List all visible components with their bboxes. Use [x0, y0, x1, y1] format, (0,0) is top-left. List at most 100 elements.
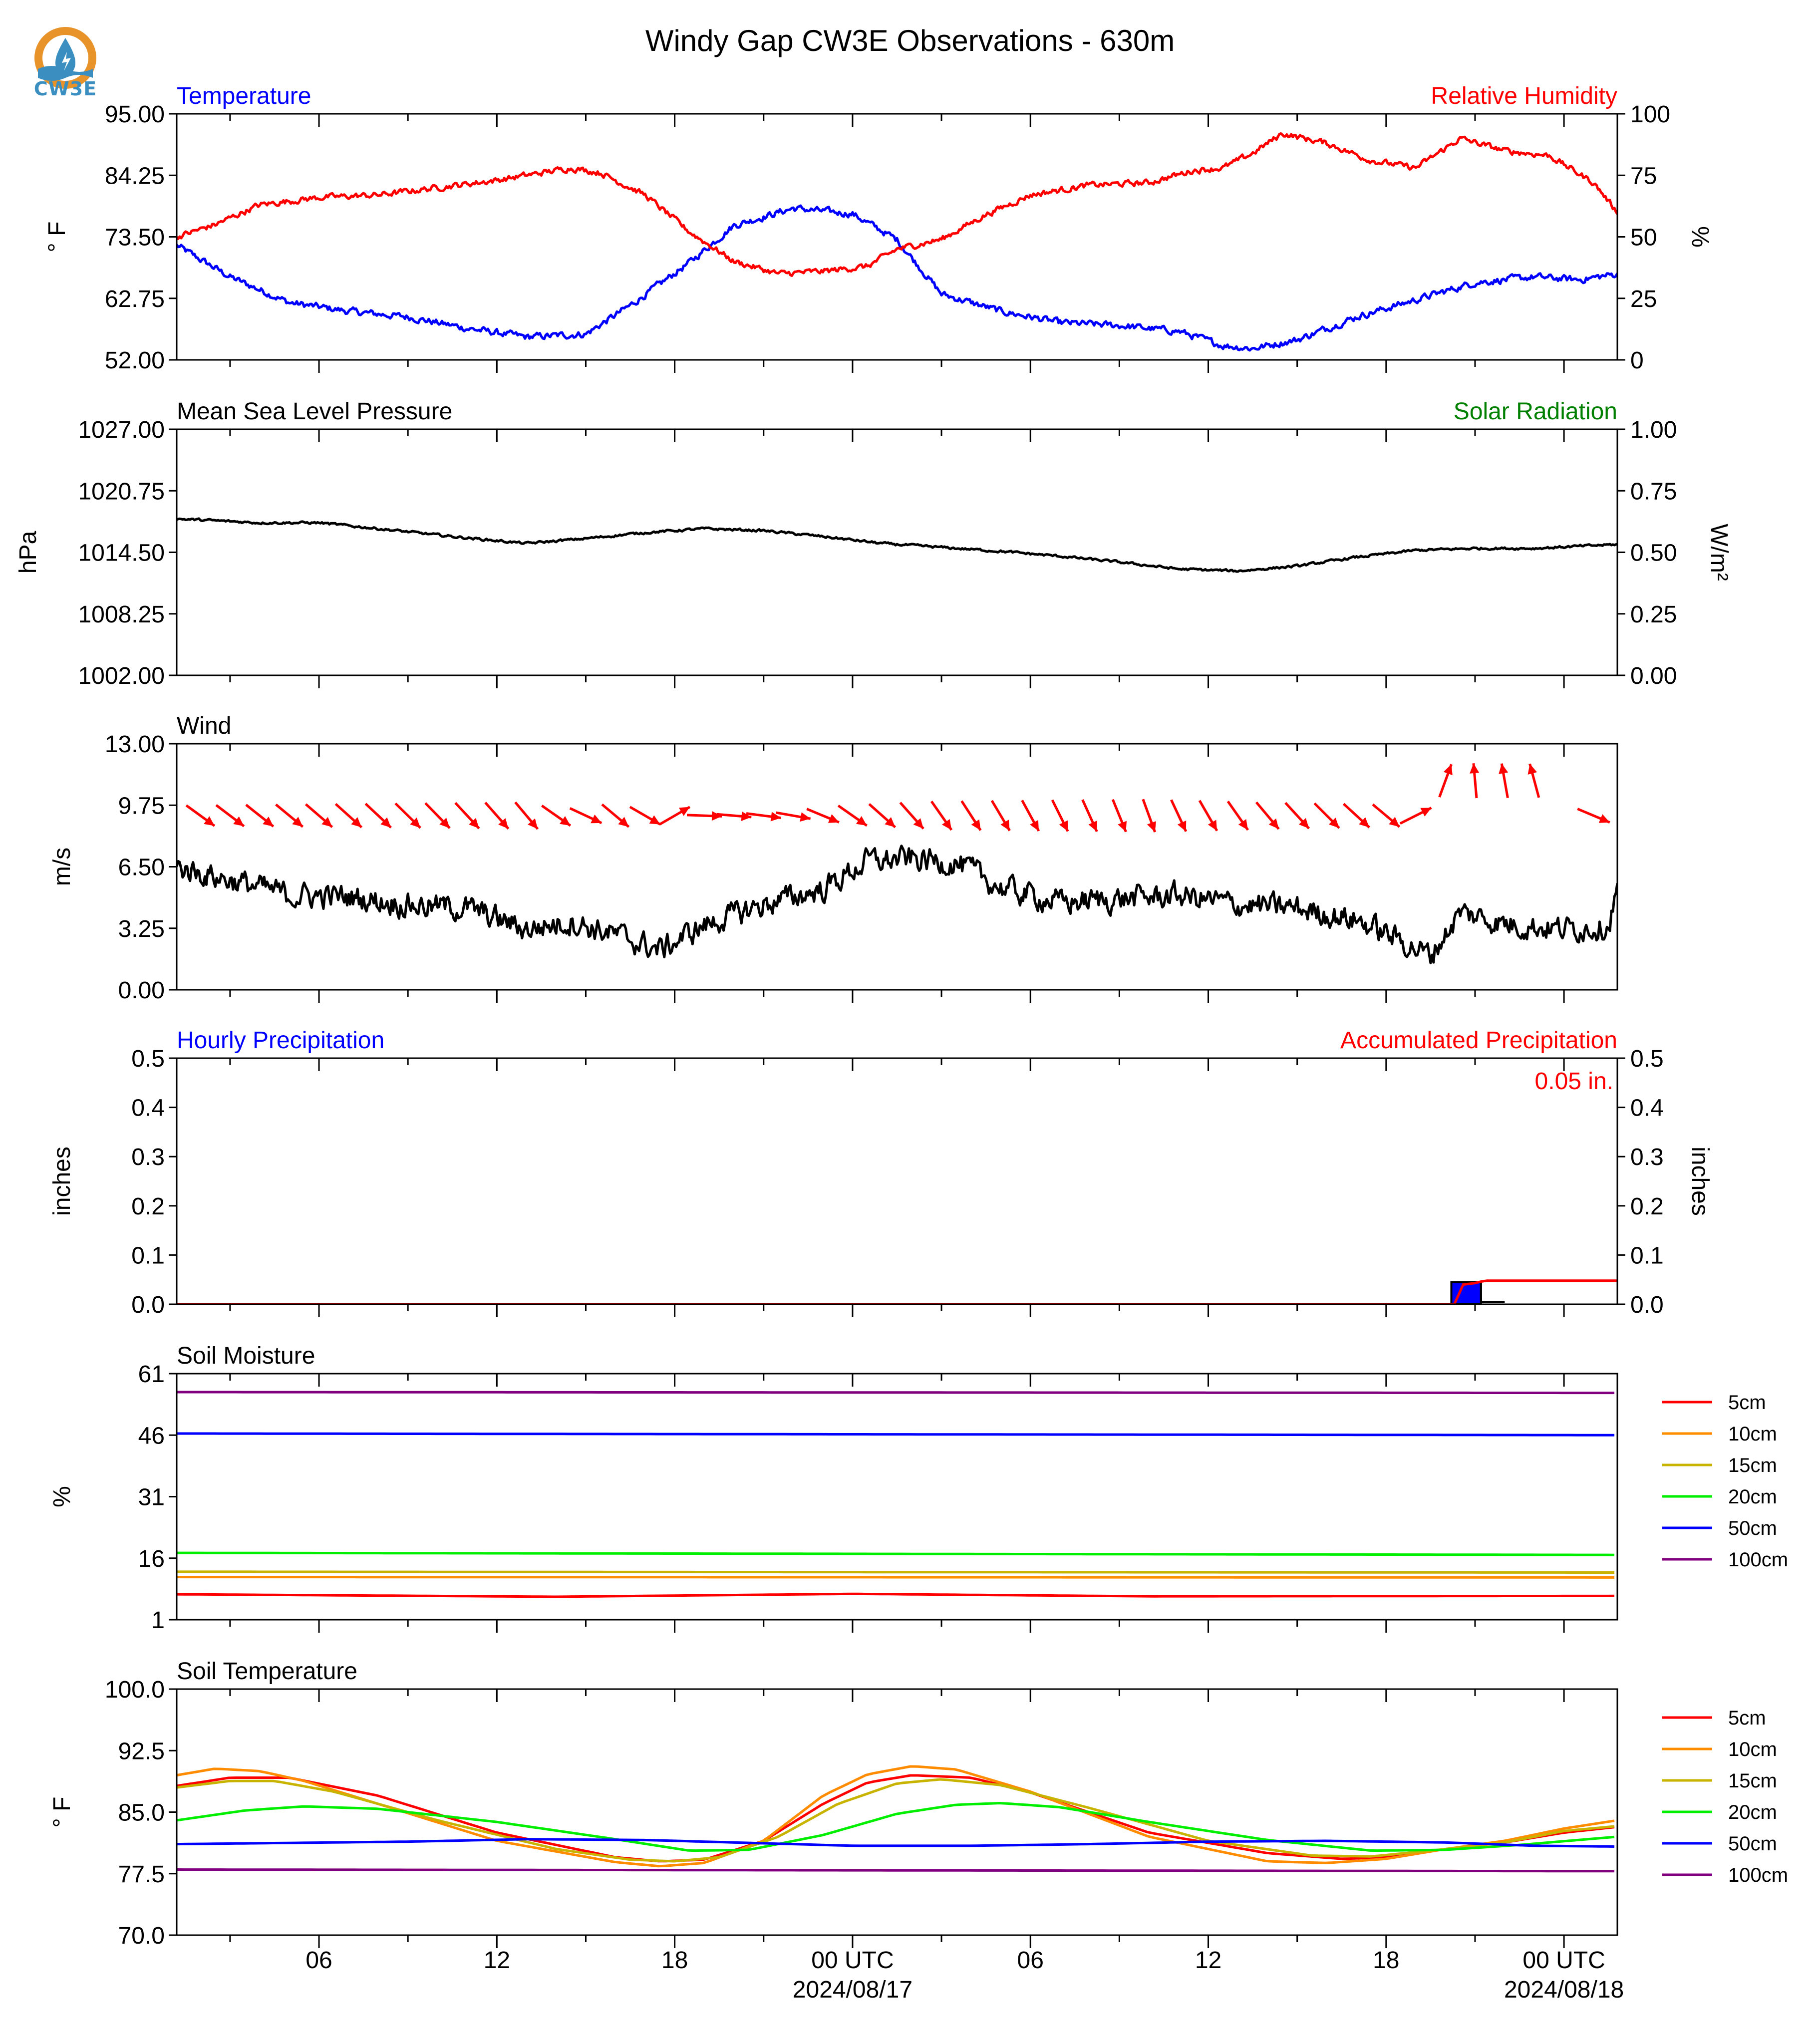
wind-arrow [1111, 799, 1127, 833]
wind-arrow-head [649, 815, 660, 825]
plot-frame [176, 743, 1618, 991]
y-tick-label-right: 50 [1630, 225, 1657, 251]
y-tick-label: 1014.50 [78, 540, 165, 567]
y-tick-label-right: 25 [1630, 286, 1657, 312]
wind-arrow [1499, 763, 1509, 799]
y-tick-label: 1027.00 [78, 417, 165, 443]
wind-arrow-head [828, 814, 839, 823]
y-axis-label-right: W/m² [1706, 524, 1732, 581]
y-tick-label-right: 0.75 [1630, 478, 1677, 505]
y-tick-label-right: 0.4 [1630, 1095, 1664, 1122]
x-tick-label: 12 [484, 1947, 510, 1974]
wind-arrow-head [560, 816, 571, 826]
wind-arrow [1342, 803, 1370, 829]
y-tick-label-right: 1.00 [1630, 417, 1677, 443]
x-date-label: 2024/08/18 [1504, 1977, 1624, 2003]
legend-label: 5cm [1728, 1707, 1766, 1729]
wind-arrow [1170, 799, 1188, 832]
y-tick-label: 1002.00 [78, 663, 165, 689]
wind-arrow-head [591, 814, 602, 824]
y-tick-label: 77.5 [118, 1861, 165, 1888]
legend-label: 5cm [1728, 1392, 1766, 1414]
x-tick-label: 00 UTC [1522, 1947, 1605, 1974]
wind-arrow [899, 802, 924, 830]
wind-arrow [1527, 763, 1540, 798]
plot-area [177, 1765, 1615, 1873]
wind-arrow [659, 806, 691, 826]
y-tick-label: 13.00 [105, 731, 165, 758]
wind-arrow [454, 802, 480, 830]
y-tick-label: 62.75 [105, 286, 165, 312]
wind-arrow [601, 803, 630, 828]
wind-arrow [1081, 799, 1098, 833]
y-tick-label-right: 0.2 [1630, 1193, 1664, 1220]
wind-arrow [541, 804, 572, 827]
wind-arrow [1313, 802, 1340, 829]
y-tick-label: 0.1 [131, 1242, 165, 1269]
wind-arrow-head [263, 817, 274, 827]
wind-arrow-head [1088, 821, 1097, 832]
panel-title-right: Solar Radiation [1454, 398, 1617, 425]
panel-title-left: Mean Sea Level Pressure [177, 398, 452, 425]
series-line-relative-humidity [177, 132, 1617, 277]
wind-arrow-head [1238, 819, 1248, 830]
legend-label: 20cm [1728, 1801, 1777, 1823]
y-axis-label-right: % [1687, 226, 1713, 248]
y-tick-label: 3.25 [118, 916, 165, 942]
wind-arrow-head [410, 817, 421, 828]
wind-arrow-head [1389, 817, 1400, 827]
series-line-mean-sea-level-pressure [177, 517, 1617, 573]
series-line-15cm [177, 1778, 1615, 1863]
series-line-temperature [177, 204, 1617, 352]
y-tick-label: 61 [138, 1361, 165, 1388]
series-line-5cm [177, 1774, 1615, 1863]
accumulated-precip-line [177, 1279, 1617, 1304]
wind-arrow-head [1177, 820, 1187, 832]
y-tick-label: 9.75 [118, 793, 165, 819]
legend-label: 100cm [1728, 1864, 1788, 1886]
wind-arrow-head [1118, 821, 1127, 832]
wind-arrow-head [1208, 820, 1217, 831]
wind-arrow-head [292, 817, 303, 827]
plot-area [177, 517, 1617, 573]
y-tick-label: 92.5 [118, 1738, 165, 1764]
wind-arrow-head [885, 817, 896, 828]
plot-area [177, 763, 1617, 964]
wind-arrow [484, 802, 510, 830]
wind-arrow-head [1598, 814, 1610, 823]
wind-arrow-head [711, 811, 722, 821]
chart-panels: Temperature Relative Humidity 95.00 84.25 73… [15, 83, 1788, 2003]
wind-arrow-head [1470, 763, 1480, 774]
chart-panel-1: Temperature Relative Humidity 95.00 84.25 73… [44, 83, 1713, 374]
wind-arrow-head [1527, 764, 1537, 775]
wind-arrow [930, 801, 953, 831]
wind-arrow [1372, 803, 1401, 828]
x-tick-label: 06 [1017, 1947, 1044, 1974]
y-tick-label: 70.0 [118, 1923, 165, 1949]
y-tick-label: 0.5 [131, 1046, 165, 1072]
wind-arrow [868, 803, 897, 829]
wind-arrow-head [498, 818, 509, 829]
wind-arrow [1142, 799, 1157, 833]
series-line-50cm [177, 1838, 1615, 1848]
legend-label: 20cm [1728, 1486, 1777, 1508]
wind-arrow-head [1147, 821, 1156, 832]
wind-arrow [1051, 799, 1069, 832]
wind-arrow [1438, 764, 1453, 798]
chart-panel-4: Hourly Precipitation Accumulated Precipit… [49, 1027, 1713, 1318]
y-tick-label: 0.0 [131, 1292, 165, 1318]
y-tick-label: 0.3 [131, 1144, 165, 1170]
panel-title-left: Temperature [177, 83, 311, 109]
wind-arrow [776, 811, 811, 822]
y-tick-label-right: 100 [1630, 101, 1670, 128]
wind-arrow-head [913, 818, 923, 829]
wind-arrow [686, 811, 722, 821]
y-tick-label: 0.00 [118, 977, 165, 1004]
wind-arrow [304, 803, 333, 828]
chart-panel-5: Soil Moisture 61 46 31 16 1% 5cm 10cm 15cm 20cm 50… [49, 1343, 1788, 1634]
series-line-100cm [177, 1391, 1615, 1395]
wind-arrow [394, 802, 421, 829]
y-tick-label: 0.2 [131, 1193, 165, 1220]
x-tick-label: 06 [305, 1947, 332, 1974]
